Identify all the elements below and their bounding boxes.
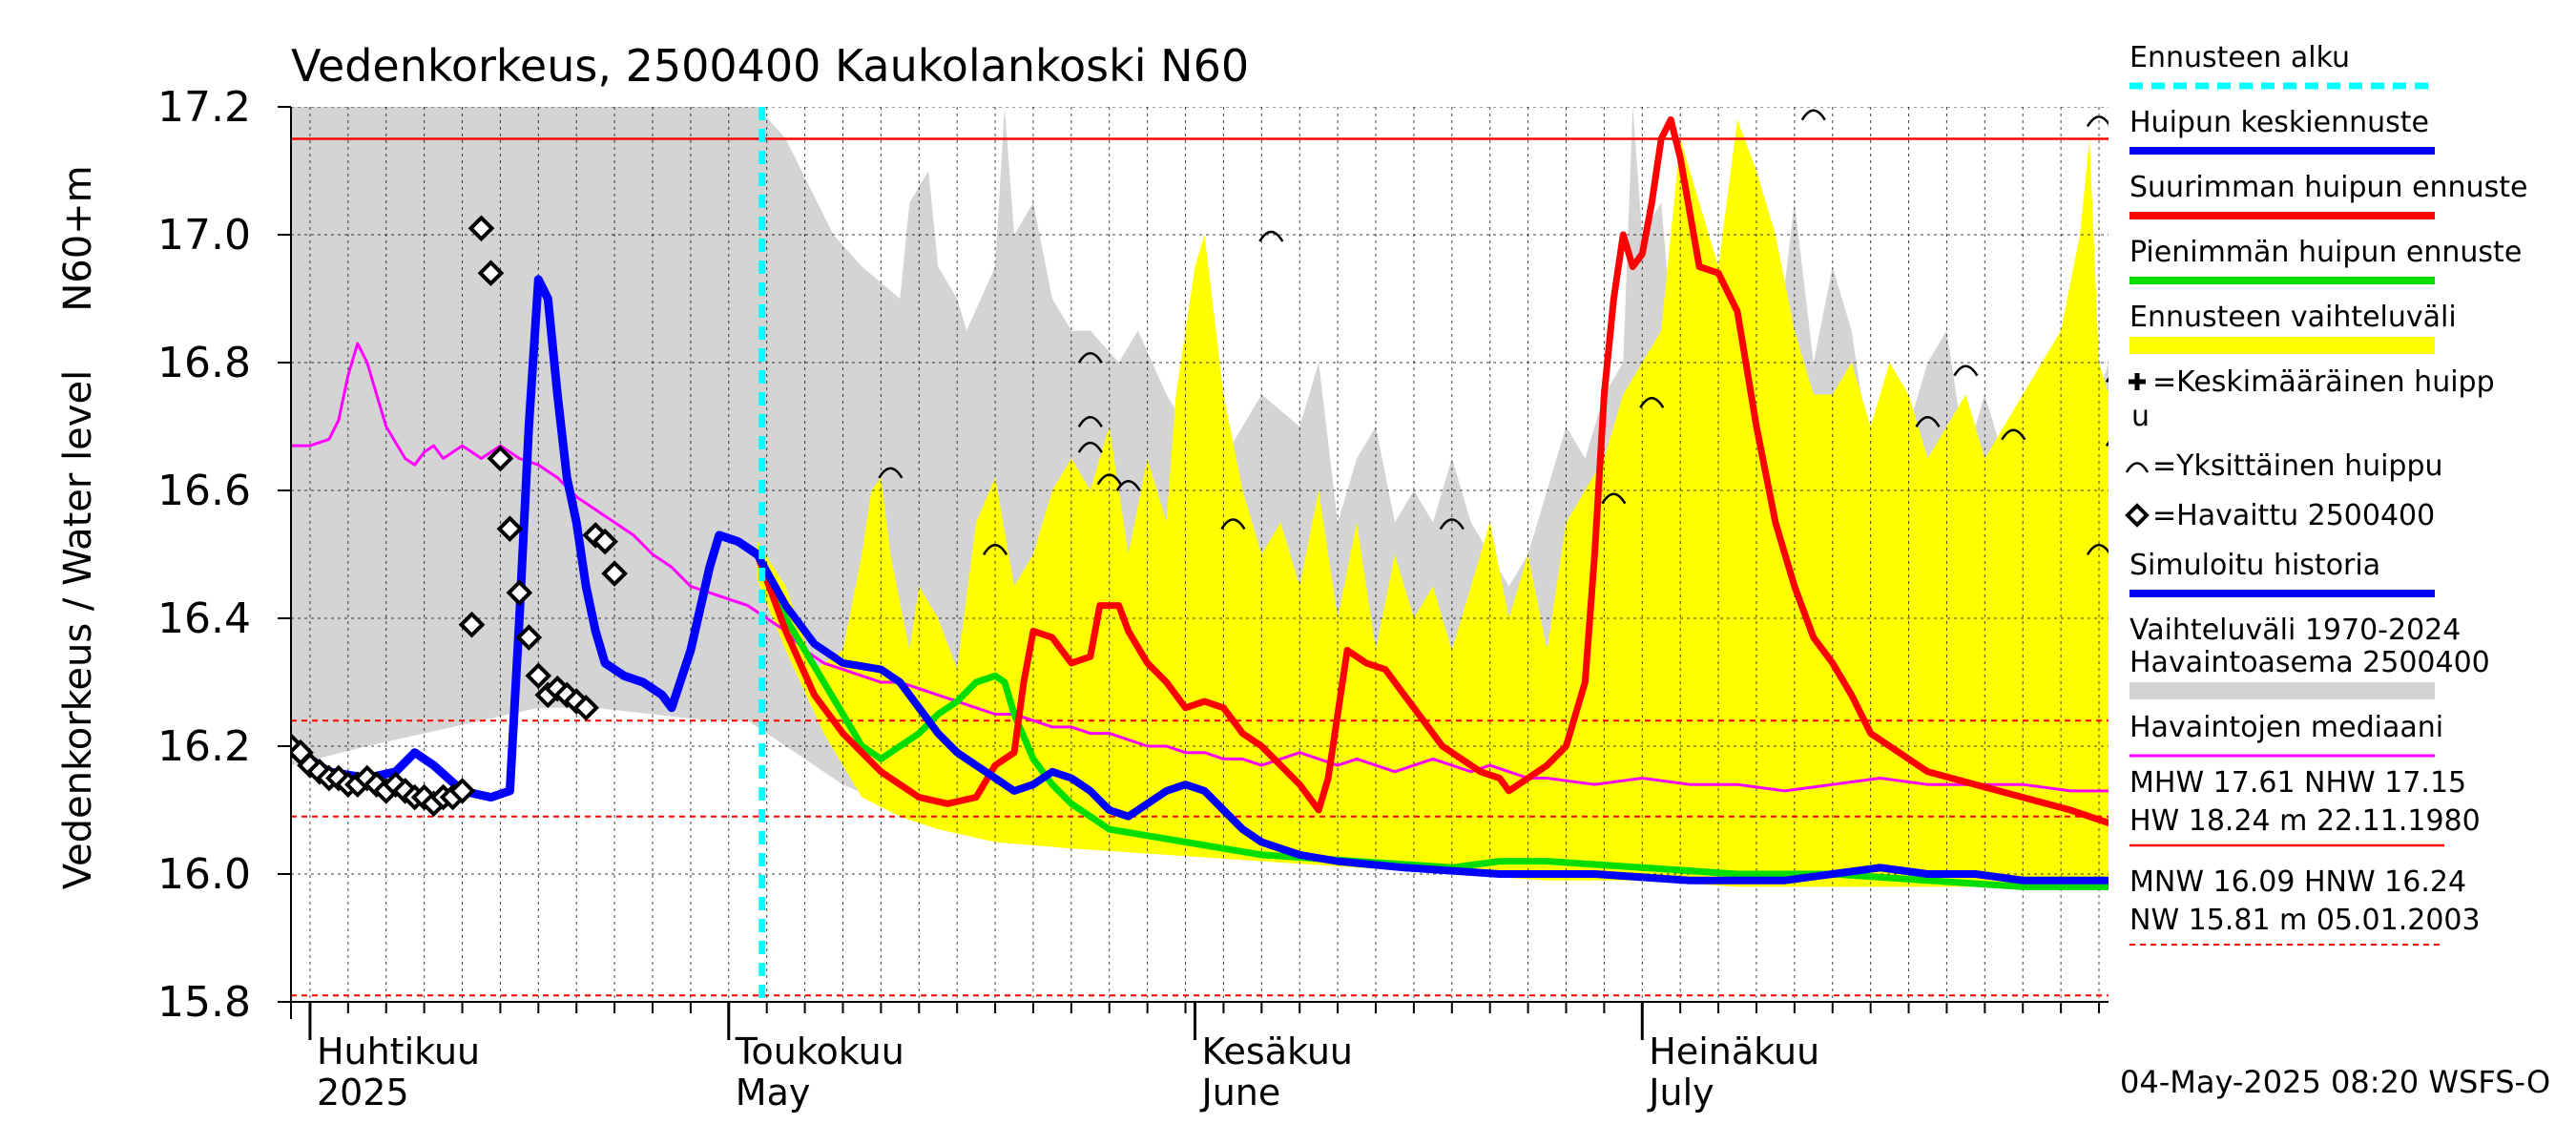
- x-month-sublabel: June: [1200, 1072, 1281, 1114]
- observed-point: [448, 778, 476, 804]
- single-peak-marker: [1115, 480, 1141, 491]
- x-month-sublabel: July: [1647, 1072, 1714, 1114]
- legend-swatch-band: [2129, 682, 2435, 699]
- single-peak-marker: [2001, 428, 2026, 441]
- plot-content: [291, 107, 2109, 1002]
- y-axis-unit-label: N60+m: [56, 165, 100, 311]
- x-month-sublabel: May: [736, 1072, 811, 1114]
- single-peak-marker: [1800, 109, 1826, 121]
- y-tick-label: 15.8: [157, 978, 251, 1027]
- stats-line: MNW 16.09 HNW 16.24: [2129, 865, 2466, 899]
- legend-label: Huipun keskiennuste: [2129, 106, 2429, 139]
- y-tick-label: 16.4: [157, 594, 251, 643]
- legend-label: Pienimmän huipun ennuste: [2129, 236, 2522, 269]
- y-axis-label: Vedenkorkeus / Water level: [56, 370, 100, 889]
- chart-title: Vedenkorkeus, 2500400 Kaukolankoski N60: [291, 40, 1249, 92]
- y-tick-label: 16.8: [157, 339, 251, 387]
- y-tick-label: 16.0: [157, 850, 251, 899]
- y-tick-label: 16.2: [157, 722, 251, 771]
- legend-diamond-symbol: [2125, 503, 2150, 528]
- observed-point: [515, 624, 543, 651]
- single-peak-marker: [1258, 230, 1284, 242]
- series-line-median: [291, 342, 2109, 793]
- single-peak-marker: [1639, 396, 1665, 408]
- single-peak-marker: [1439, 518, 1465, 531]
- single-peak-marker: [1077, 352, 1103, 364]
- legend-arc-symbol: [2125, 462, 2150, 473]
- legend-label: Suurimman huipun ennuste: [2129, 171, 2527, 204]
- single-peak-marker: [2105, 441, 2109, 448]
- axes: 15.8 16.0 16.2 16.4 16.6 16.8 17.0 17.2 Huhtikuu…: [157, 83, 2109, 1114]
- x-month-label: Toukokuu: [735, 1030, 904, 1072]
- legend-label: Ennusteen alku: [2129, 41, 2350, 74]
- observed-point: [592, 528, 618, 555]
- plot-area: [291, 107, 2109, 1002]
- series-line-max: [754, 115, 2109, 826]
- observed-point: [467, 215, 495, 242]
- legend-label: Havaintojen mediaani: [2129, 711, 2443, 744]
- series-line-mean: [753, 551, 2109, 885]
- x-month-label: Huhtikuu: [317, 1030, 480, 1072]
- observed-point: [601, 560, 628, 587]
- single-peak-marker: [878, 467, 904, 479]
- y-tick-label: 17.0: [157, 211, 251, 260]
- stats-line: MHW 17.61 NHW 17.15: [2129, 766, 2466, 800]
- stats-line: HW 18.24 m 22.11.1980: [2129, 804, 2481, 838]
- legend-label-cont: u: [2131, 400, 2150, 433]
- stats-line: NW 15.81 m 05.01.2003: [2129, 904, 2481, 937]
- x-month-label: Heinäkuu: [1649, 1030, 1819, 1072]
- legend-swatch-band: [2129, 337, 2435, 354]
- x-month-sublabel: 2025: [317, 1072, 409, 1114]
- observed-point: [496, 515, 524, 543]
- single-peak-marker: [1220, 518, 1246, 531]
- legend-label: Vaihteluväli 1970-2024: [2129, 614, 2461, 647]
- observed-point: [525, 662, 552, 690]
- series-line-min: [754, 551, 2109, 890]
- legend-label: Ennusteen vaihteluväli: [2129, 301, 2457, 334]
- single-peak-marker: [2086, 115, 2109, 128]
- observed-point: [506, 579, 533, 607]
- single-peak-marker: [982, 544, 1008, 555]
- single-peak-marker: [1953, 364, 1979, 377]
- single-peak-marker: [1601, 492, 1627, 505]
- single-peak-marker: [1915, 416, 1941, 427]
- observed-point: [487, 445, 514, 472]
- observed-point: [572, 694, 600, 721]
- single-peak-marker: [2086, 544, 2109, 555]
- legend-label: Simuloitu historia: [2129, 549, 2380, 582]
- single-peak-marker: [1077, 416, 1103, 427]
- legend-label: =Yksittäinen huippu: [2152, 449, 2443, 483]
- series-line-simulated: [291, 275, 762, 802]
- single-peak-marker: [1096, 473, 1122, 486]
- observed-point: [458, 611, 486, 638]
- single-peak-marker: [2105, 377, 2109, 384]
- legend: Ennusteen alku Huipun keskiennuste Suurimm…: [2125, 41, 2527, 946]
- y-tick-label: 16.6: [157, 467, 251, 515]
- grid: [291, 107, 2109, 1002]
- legend-label: =Keskimääräinen huipp: [2152, 365, 2495, 399]
- legend-label: =Havaittu 2500400: [2152, 499, 2435, 532]
- footer-timestamp: 04-May-2025 08:20 WSFS-O: [2120, 1064, 2550, 1100]
- observed-point: [477, 260, 505, 287]
- single-peak-marker: [1077, 441, 1103, 453]
- legend-label-cont: Havaintoasema 2500400: [2129, 646, 2490, 679]
- y-tick-label: 17.2: [157, 83, 251, 132]
- x-month-label: Kesäkuu: [1202, 1030, 1354, 1072]
- forecast-range-band: [757, 119, 2109, 887]
